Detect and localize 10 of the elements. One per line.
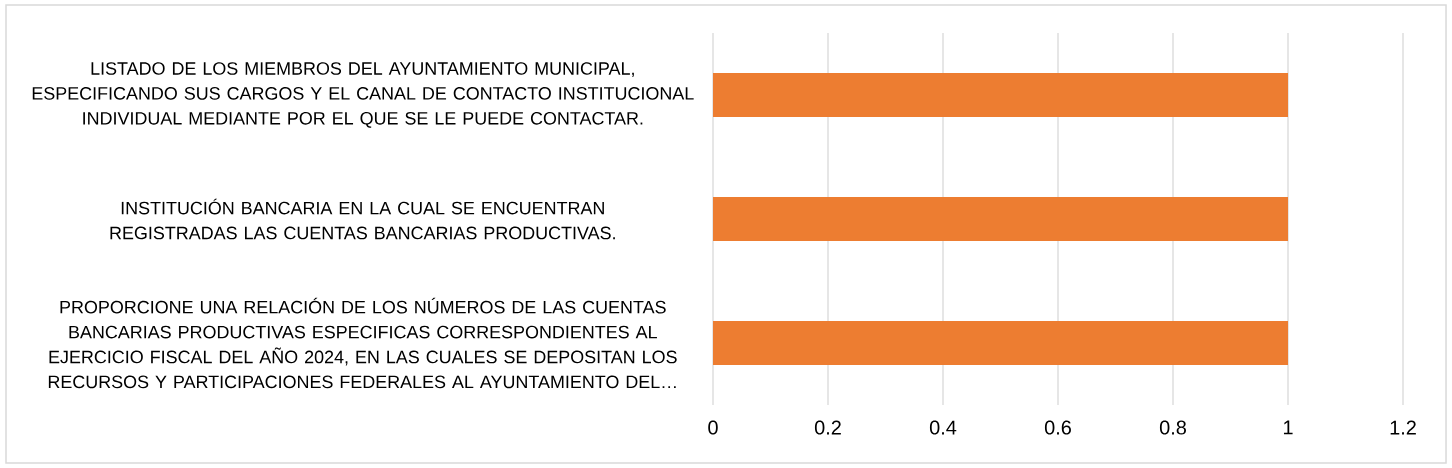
x-tick-label: 0.4	[929, 420, 957, 435]
x-tick-label: 0.2	[814, 420, 841, 435]
y-tick-label: LISTADO DE LOS MIEMBROS DEL AYUNTAMIENTO MUNICIPAL, ESPECIFICANDO SUS CARGOS Y EL CANAL DE CONTACTO INSTITUCIONAL INDIVIDUAL MEDIANTE POR EL QUE SE LE PUEDE CONTACTAR.	[32, 62, 694, 128]
y-tick-label: PROPORCIONE UNA RELACIÓN DE LOS NÚMEROS DE LAS CUENTAS BANCARIAS PRODUCTIVAS ESPECIFICAS CORRESPONDIENTES AL EJERCICIO FISCAL DEL AÑO 2024, EN LAS CUALES SE DEPOSITAN LOS RECURSOS Y PARTICIPACIONES FEDERALES AL AYUNTAMIENTO DEL…	[48, 297, 677, 389]
x-tick-label: 1.2	[1390, 420, 1416, 435]
x-tick-label: 0	[708, 420, 718, 435]
y-tick-label: INSTITUCIÓN BANCARIA EN LA CUAL SE ENCUENTRAN REGISTRADAS LAS CUENTAS BANCARIAS PRODUCTIVAS.	[110, 198, 615, 240]
x-tick-label: 0.6	[1044, 420, 1071, 435]
x-tick-label: 1	[1283, 420, 1293, 435]
x-tick-label: 0.8	[1159, 420, 1186, 435]
